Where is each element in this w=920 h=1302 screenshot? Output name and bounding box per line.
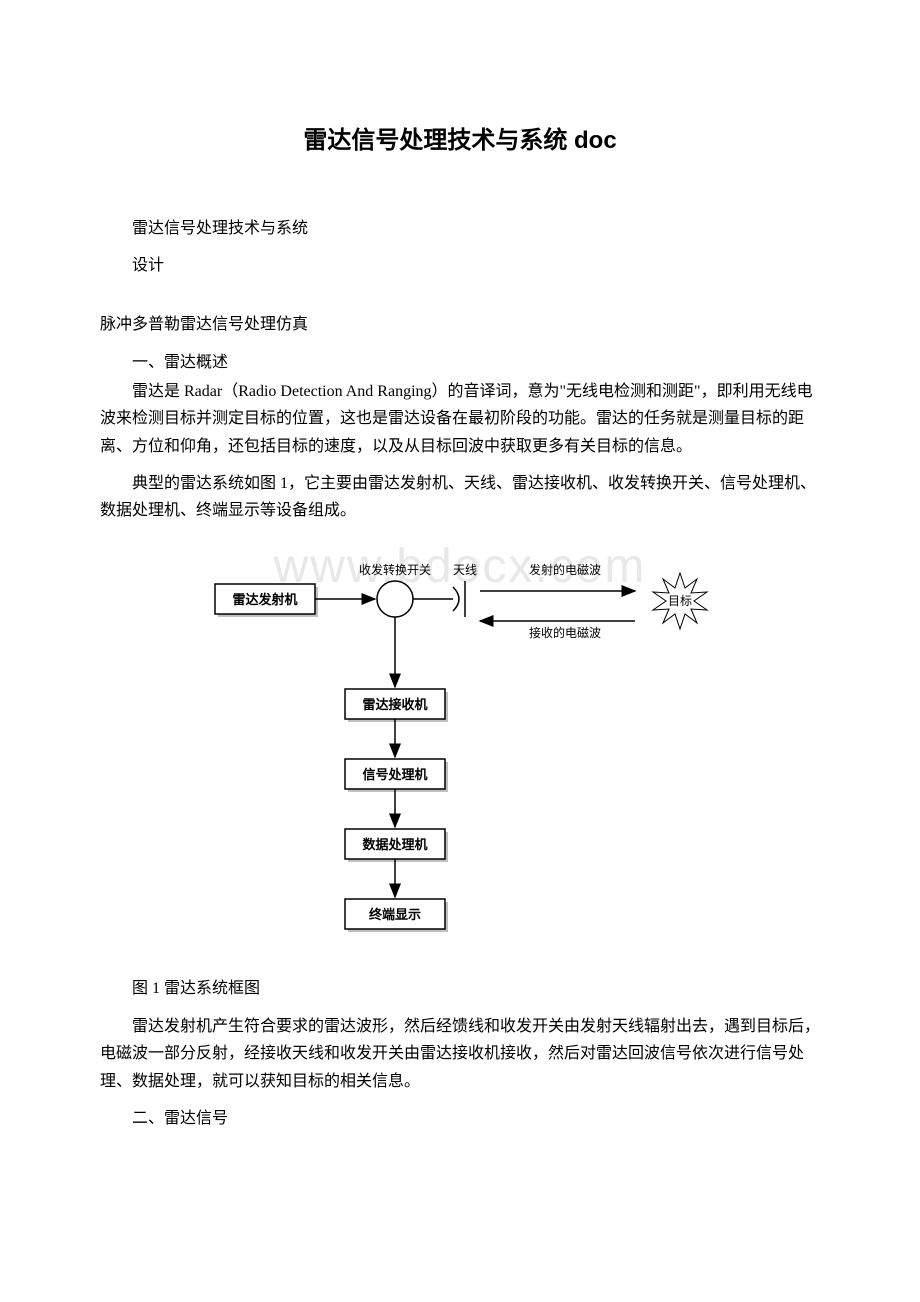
section-2-heading: 二、雷达信号 bbox=[100, 1105, 820, 1134]
subtitle-line-1: 雷达信号处理技术与系统 bbox=[100, 215, 820, 244]
section-1-heading: 一、雷达概述 bbox=[100, 349, 820, 378]
radar-system-diagram: 收发转换开关 天线 发射的电磁波 雷达发射机 接收的电磁波 目标 雷达接收机 bbox=[170, 539, 750, 959]
paragraph-1: 雷达是 Radar（Radio Detection And Ranging）的音… bbox=[100, 378, 820, 460]
page-title: 雷达信号处理技术与系统 doc bbox=[100, 120, 820, 155]
data-proc-text: 数据处理机 bbox=[362, 837, 427, 852]
rx-wave-label: 接收的电磁波 bbox=[529, 625, 601, 640]
simulation-subtitle: 脉冲多普勒雷达信号处理仿真 bbox=[100, 311, 820, 340]
switch-label: 收发转换开关 bbox=[359, 562, 431, 577]
paragraph-3: 雷达发射机产生符合要求的雷达波形，然后经馈线和收发开关由发射天线辐射出去，遇到目… bbox=[100, 1013, 820, 1095]
target-text: 目标 bbox=[668, 594, 692, 608]
figure-caption: 图 1 雷达系统框图 bbox=[100, 974, 820, 998]
subtitle-line-2: 设计 bbox=[100, 252, 820, 281]
switch-circle bbox=[377, 581, 413, 617]
display-text: 终端显示 bbox=[369, 907, 421, 922]
paragraph-2: 典型的雷达系统如图 1，它主要由雷达发射机、天线、雷达接收机、收发转换开关、信号… bbox=[100, 470, 820, 524]
signal-proc-text: 信号处理机 bbox=[362, 767, 427, 782]
receiver-text: 雷达接收机 bbox=[362, 697, 427, 712]
tx-wave-label: 发射的电磁波 bbox=[529, 562, 601, 577]
antenna-label: 天线 bbox=[453, 563, 477, 577]
transmitter-text: 雷达发射机 bbox=[232, 592, 297, 607]
antenna-arc bbox=[453, 587, 459, 611]
diagram-container: www.bdocx.com 收发转换开关 天线 发射的电磁波 雷达发射机 接收的… bbox=[100, 539, 820, 959]
